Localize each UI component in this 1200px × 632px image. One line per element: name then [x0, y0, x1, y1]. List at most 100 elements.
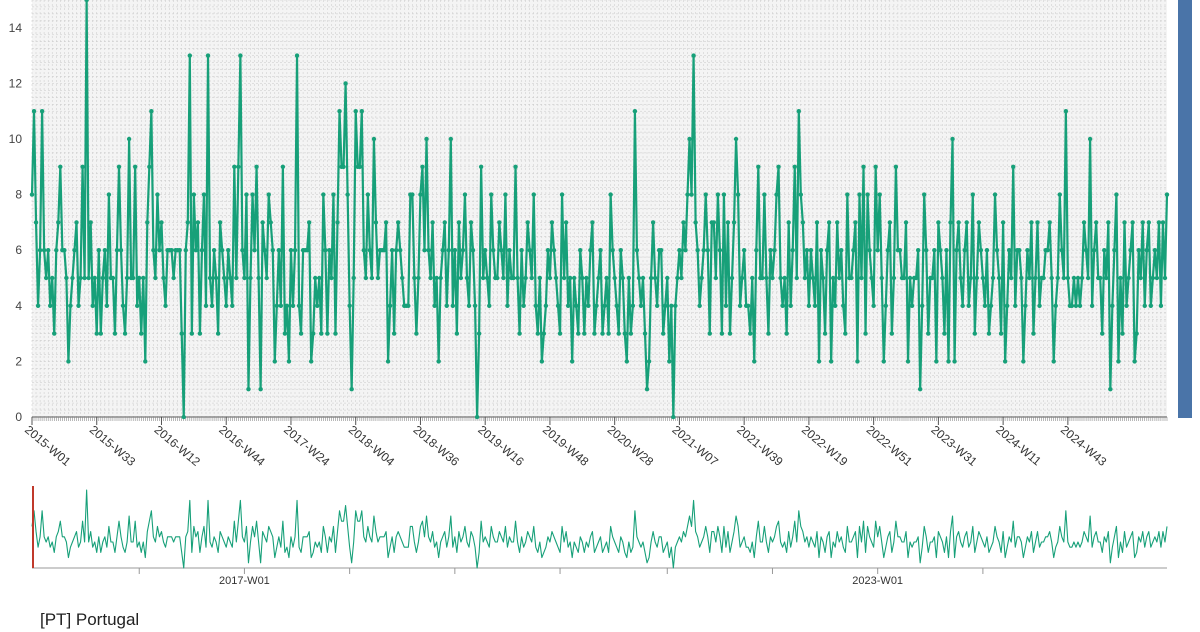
data-point[interactable] — [1089, 303, 1095, 308]
data-point[interactable] — [222, 275, 227, 281]
data-point[interactable] — [990, 275, 996, 281]
data-point[interactable] — [286, 359, 292, 364]
data-point[interactable] — [193, 248, 199, 253]
data-point[interactable] — [930, 275, 935, 281]
data-point[interactable] — [450, 303, 456, 308]
data-point[interactable] — [667, 359, 672, 364]
data-point[interactable] — [855, 359, 860, 364]
data-point[interactable] — [681, 220, 686, 225]
data-point[interactable] — [1077, 303, 1083, 308]
data-point[interactable] — [1142, 303, 1147, 308]
data-point[interactable] — [1093, 220, 1099, 225]
data-point[interactable] — [861, 164, 866, 169]
data-point[interactable] — [893, 164, 899, 169]
data-point[interactable] — [748, 331, 753, 336]
data-point[interactable] — [926, 331, 931, 336]
data-point[interactable] — [420, 164, 425, 169]
data-point[interactable] — [940, 275, 945, 281]
data-point[interactable] — [349, 387, 354, 392]
data-point[interactable] — [143, 359, 148, 364]
data-point[interactable] — [456, 220, 462, 225]
data-point[interactable] — [189, 331, 195, 336]
data-point[interactable] — [478, 164, 484, 169]
data-point[interactable] — [489, 192, 494, 197]
data-point[interactable] — [640, 275, 646, 281]
data-point[interactable] — [620, 275, 625, 281]
data-point[interactable] — [942, 331, 947, 336]
data-point[interactable] — [1011, 164, 1016, 169]
data-point[interactable] — [238, 53, 243, 58]
data-point[interactable] — [677, 248, 682, 253]
data-point[interactable] — [341, 164, 346, 169]
data-point[interactable] — [120, 303, 126, 308]
data-point[interactable] — [687, 136, 692, 142]
data-point[interactable] — [80, 164, 85, 169]
data-point[interactable] — [319, 331, 324, 336]
data-point[interactable] — [563, 220, 569, 225]
data-point[interactable] — [772, 248, 777, 253]
data-point[interactable] — [1006, 248, 1012, 253]
data-point[interactable] — [1073, 303, 1079, 308]
data-point[interactable] — [863, 331, 868, 336]
data-point[interactable] — [737, 303, 743, 308]
data-point[interactable] — [458, 275, 464, 281]
data-point[interactable] — [790, 248, 795, 253]
data-point[interactable] — [843, 331, 848, 336]
data-point[interactable] — [1083, 248, 1089, 253]
data-point[interactable] — [717, 248, 723, 253]
data-point[interactable] — [262, 248, 267, 253]
data-point[interactable] — [962, 248, 967, 253]
data-point[interactable] — [567, 275, 573, 281]
data-point[interactable] — [438, 275, 443, 281]
data-point[interactable] — [66, 359, 71, 364]
data-point[interactable] — [802, 275, 808, 281]
data-point[interactable] — [576, 331, 581, 336]
data-point[interactable] — [329, 275, 334, 281]
data-point[interactable] — [112, 331, 118, 336]
data-point[interactable] — [1112, 248, 1117, 253]
data-point[interactable] — [363, 275, 369, 281]
data-point[interactable] — [946, 359, 951, 364]
data-point[interactable] — [1063, 109, 1069, 114]
data-point[interactable] — [693, 220, 698, 225]
data-point[interactable] — [1148, 303, 1154, 308]
data-point[interactable] — [1124, 303, 1129, 308]
data-point[interactable] — [879, 275, 884, 281]
data-point[interactable] — [244, 192, 249, 197]
data-point[interactable] — [1019, 275, 1024, 281]
data-point[interactable] — [780, 303, 785, 308]
data-point[interactable] — [582, 331, 587, 336]
data-point[interactable] — [88, 220, 93, 225]
data-point[interactable] — [274, 303, 279, 308]
data-point[interactable] — [1138, 275, 1143, 281]
data-point[interactable] — [1055, 275, 1060, 281]
data-point[interactable] — [679, 275, 684, 281]
data-point[interactable] — [187, 53, 193, 58]
data-point[interactable] — [618, 248, 623, 253]
data-point[interactable] — [521, 303, 526, 308]
data-point[interactable] — [157, 248, 162, 253]
data-point[interactable] — [250, 192, 255, 197]
data-point[interactable] — [756, 164, 761, 169]
data-point[interactable] — [938, 248, 943, 253]
data-point[interactable] — [1156, 220, 1162, 225]
data-point[interactable] — [185, 220, 190, 225]
data-point[interactable] — [440, 248, 445, 253]
data-point[interactable] — [434, 275, 439, 281]
data-point[interactable] — [264, 275, 269, 281]
data-point[interactable] — [750, 275, 755, 281]
data-point[interactable] — [545, 248, 551, 253]
data-point[interactable] — [313, 275, 318, 281]
data-point[interactable] — [675, 275, 680, 281]
data-point[interactable] — [632, 109, 638, 114]
data-point[interactable] — [375, 275, 381, 281]
data-point[interactable] — [304, 248, 310, 253]
data-point[interactable] — [685, 192, 690, 197]
data-point[interactable] — [586, 303, 591, 308]
data-point[interactable] — [118, 248, 124, 253]
data-point[interactable] — [361, 248, 366, 253]
data-point[interactable] — [181, 414, 186, 420]
data-point[interactable] — [845, 192, 850, 197]
data-point[interactable] — [1144, 248, 1149, 253]
data-point[interactable] — [1079, 275, 1085, 281]
